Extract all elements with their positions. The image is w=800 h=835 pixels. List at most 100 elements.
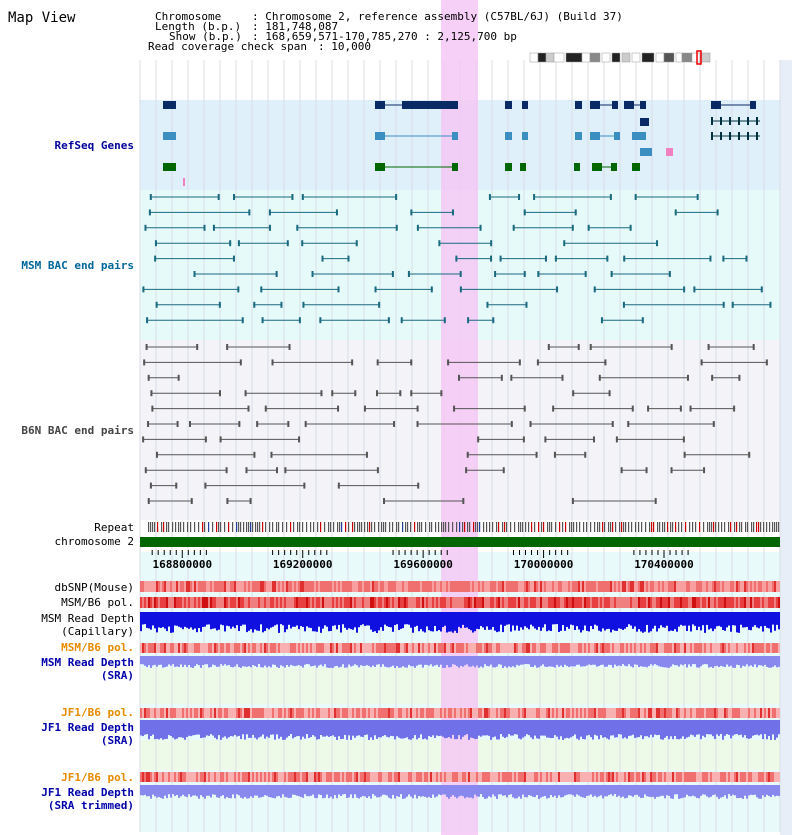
- msm-b6-pol-2-strip: [670, 643, 672, 653]
- msm-b6-pol-2-strip: [320, 643, 322, 653]
- jf1-depth-trim-bar: [540, 785, 542, 798]
- msm-b6-pol-2-strip: [232, 643, 234, 653]
- jf1-depth-sra-bar: [286, 720, 288, 738]
- msm-b6-pol-strip: [448, 597, 450, 608]
- msm-depth-sra-bar: [452, 656, 454, 665]
- msm-b6-pol-strip: [182, 597, 184, 608]
- msm-depth-capillary-bar: [610, 612, 612, 633]
- msm-depth-capillary-bar: [744, 612, 746, 628]
- dbsnp-strip: [244, 581, 246, 592]
- msm-b6-pol-strip: [392, 597, 394, 608]
- jf1-b6-pol-strip: [352, 708, 354, 718]
- jf1-depth-trim-bar: [190, 785, 192, 797]
- jf1-b6-pol-2-strip: [270, 772, 272, 782]
- track-label-refseq[interactable]: RefSeq Genes: [54, 139, 134, 152]
- msm-depth-capillary-bar: [342, 612, 344, 625]
- jf1-b6-pol-2-strip: [160, 772, 162, 782]
- jf1-b6-pol-2-strip: [384, 772, 386, 782]
- msm-depth-sra-bar: [454, 656, 456, 665]
- msm-b6-pol-2-strip: [580, 643, 582, 653]
- msm-b6-pol-strip: [204, 597, 206, 608]
- msm-depth-sra-bar: [232, 656, 234, 668]
- msm-depth-capillary-bar: [562, 612, 564, 626]
- jf1-depth-sra-bar: [406, 720, 408, 738]
- jf1-depth-trim-bar: [672, 785, 674, 799]
- jf1-depth-trim-bar: [640, 785, 642, 798]
- msm-depth-sra-bar: [518, 656, 520, 666]
- jf1-depth-trim-bar: [454, 785, 456, 797]
- jf1-b6-pol-2-strip: [236, 772, 238, 782]
- b6n-bac-pair-end: [276, 467, 279, 474]
- jf1-depth-sra-bar: [600, 720, 602, 736]
- jf1-depth-sra-bar: [372, 720, 374, 740]
- jf1-b6-pol-strip: [700, 708, 702, 718]
- msm-bac-pair-end: [237, 286, 240, 293]
- jf1-depth-trim-bar: [762, 785, 764, 796]
- msm-depth-capillary-bar: [700, 612, 702, 631]
- msm-b6-pol-2-strip: [706, 643, 708, 653]
- msm-depth-sra-bar: [596, 656, 598, 667]
- track-label-msm-bac[interactable]: MSM BAC end pairs: [21, 259, 134, 272]
- repeat-mark: [396, 522, 398, 532]
- msm-bac-pair-end: [232, 255, 235, 262]
- jf1-depth-sra-bar: [486, 720, 488, 736]
- jf1-b6-pol-2-strip: [242, 772, 244, 782]
- dbsnp-strip: [472, 581, 474, 592]
- jf1-b6-pol-2-strip: [610, 772, 612, 782]
- track-label-b6n-bac[interactable]: B6N BAC end pairs: [21, 424, 134, 437]
- msm-depth-sra-bar: [404, 656, 406, 668]
- jf1-depth-sra-bar: [560, 720, 562, 737]
- jf1-depth-sra-bar: [710, 720, 712, 735]
- jf1-depth-trim-bar: [308, 785, 310, 797]
- jf1-b6-pol-2-strip: [186, 772, 188, 782]
- repeat-mark: [543, 522, 545, 532]
- jf1-depth-sra-bar: [754, 720, 756, 736]
- dbsnp-strip: [442, 581, 444, 592]
- msm-b6-pol-2-strip: [542, 643, 544, 653]
- msm-depth-capillary-bar: [640, 612, 642, 632]
- jf1-b6-pol-strip: [738, 708, 740, 718]
- jf1-depth-sra-bar: [460, 720, 462, 740]
- jf1-b6-pol-strip: [178, 708, 180, 718]
- jf1-depth-sra-bar: [746, 720, 748, 739]
- jf1-b6-pol-strip: [186, 708, 188, 718]
- dbsnp-strip: [516, 581, 518, 592]
- jf1-b6-pol-strip: [678, 708, 680, 718]
- jf1-depth-sra-bar: [690, 720, 692, 735]
- jf1-depth-sra-bar: [514, 720, 516, 735]
- msm-b6-pol-2-strip: [478, 643, 480, 653]
- jf1-b6-pol-strip: [616, 708, 618, 718]
- jf1-b6-pol-2-strip: [302, 772, 304, 782]
- dbsnp-strip: [720, 581, 722, 592]
- msm-b6-pol-2-strip: [294, 643, 296, 653]
- repeat-mark: [751, 522, 753, 532]
- msm-depth-sra-bar: [628, 656, 630, 665]
- msm-depth-sra-bar: [772, 656, 774, 667]
- msm-depth-sra-bar: [526, 656, 528, 665]
- jf1-depth-trim-bar: [466, 785, 468, 798]
- jf1-b6-pol-strip: [672, 708, 674, 718]
- jf1-depth-sra-bar: [496, 720, 498, 740]
- jf1-b6-pol-strip: [278, 708, 280, 718]
- msm-b6-pol-2-strip: [512, 643, 514, 653]
- msm-b6-pol-strip: [618, 597, 620, 608]
- jf1-depth-sra-bar: [568, 720, 570, 739]
- msm-bac-pair-end: [610, 271, 613, 277]
- dbsnp-strip: [194, 581, 196, 592]
- dbsnp-strip: [370, 581, 372, 592]
- dbsnp-strip: [328, 581, 330, 592]
- msm-b6-pol-2-strip: [528, 643, 530, 653]
- msm-b6-pol-2-strip: [280, 643, 282, 653]
- jf1-depth-trim-bar: [296, 785, 298, 796]
- jf1-depth-trim-bar: [456, 785, 458, 799]
- msm-bac-pair-end: [656, 240, 659, 247]
- msm-depth-capillary-bar: [498, 612, 500, 632]
- repeat-mark: [730, 522, 732, 532]
- msm-b6-pol-2-strip: [264, 643, 266, 653]
- jf1-b6-pol-strip: [724, 708, 726, 718]
- jf1-depth-trim-bar: [716, 785, 718, 797]
- msm-depth-sra-bar: [774, 656, 776, 666]
- msm-depth-capillary-bar: [386, 612, 388, 627]
- jf1-depth-trim-bar: [548, 785, 550, 798]
